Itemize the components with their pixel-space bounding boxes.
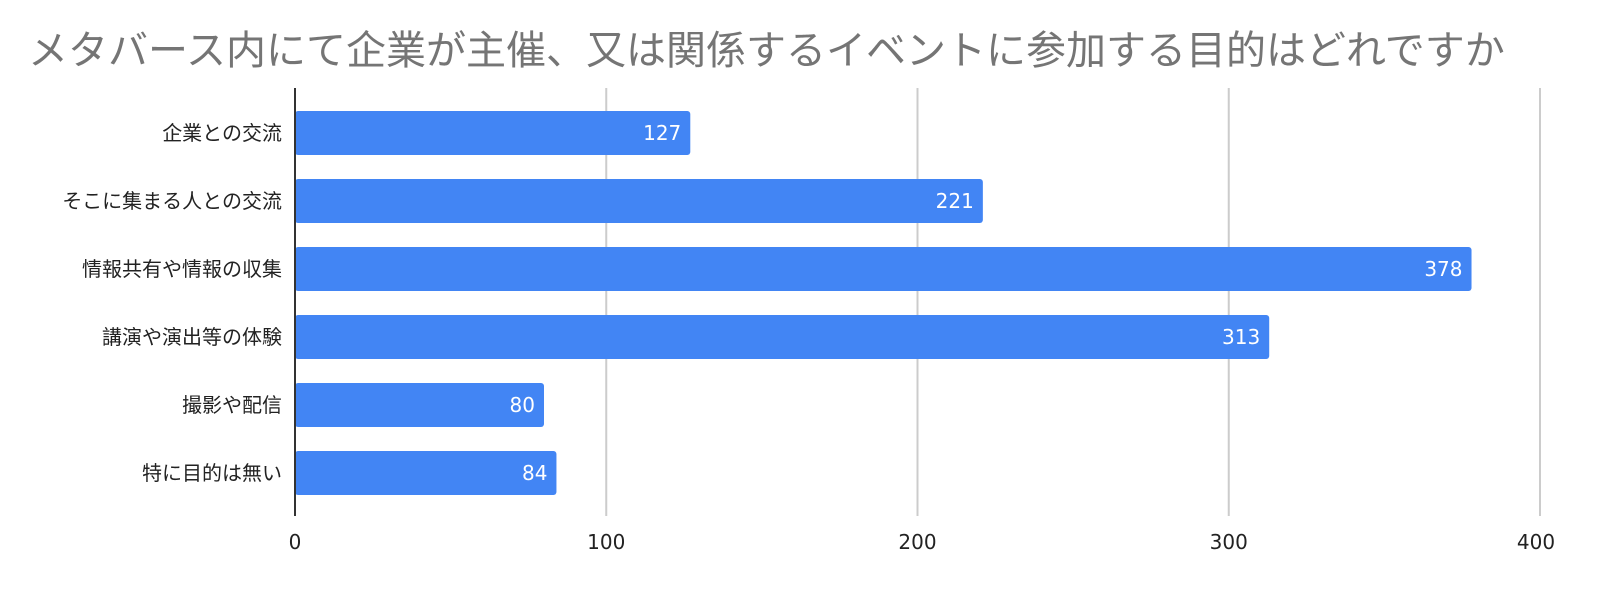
x-tick-label: 0 <box>289 530 302 554</box>
bar <box>295 451 557 495</box>
bar <box>295 383 544 427</box>
bar-value-label: 127 <box>643 121 681 145</box>
bar <box>295 247 1472 291</box>
bar-value-label: 80 <box>510 393 535 417</box>
bar <box>295 111 691 155</box>
category-label: 講演や演出等の体験 <box>102 325 282 349</box>
category-label: そこに集まる人との交流 <box>62 189 282 213</box>
chart-title: メタバース内にて企業が主催、又は関係するイベントに参加する目的はどれですか <box>28 28 1505 74</box>
category-label: 特に目的は無い <box>142 461 282 485</box>
x-tick-label: 100 <box>587 530 625 554</box>
bar-value-label: 84 <box>522 461 547 485</box>
category-label: 情報共有や情報の収集 <box>82 257 282 281</box>
x-tick-label: 200 <box>898 530 936 554</box>
axes: 0 100 200 300 400 企業との交流そこに集まる人との交流情報共有や情報の収集… <box>62 88 1555 554</box>
bar <box>295 315 1270 359</box>
bars: 127 221 378 313 80 84 <box>295 111 1472 495</box>
category-label: 企業との交流 <box>162 121 282 145</box>
bar-value-label: 221 <box>936 189 974 213</box>
bar-value-label: 378 <box>1424 257 1462 281</box>
category-label: 撮影や配信 <box>182 393 282 417</box>
bar <box>295 179 983 223</box>
x-tick-label: 400 <box>1517 530 1555 554</box>
gridlines <box>605 88 1541 516</box>
x-tick-label: 300 <box>1210 530 1248 554</box>
bar-value-label: 313 <box>1222 325 1260 349</box>
